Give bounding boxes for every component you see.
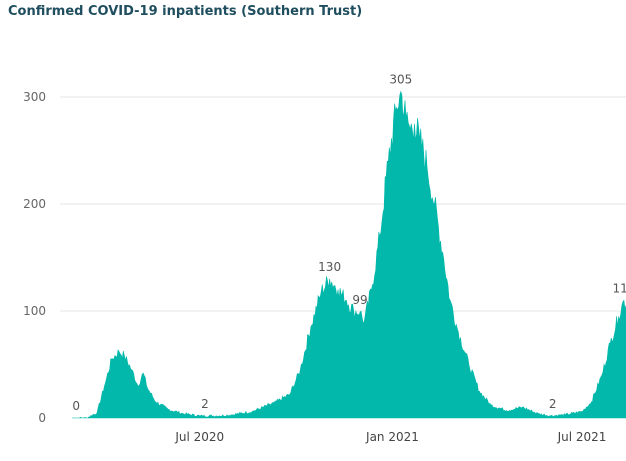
area-series-fill	[72, 90, 626, 419]
data-labels: 0 2 130 99 305 2 110	[72, 73, 626, 413]
data-label: 305	[389, 73, 412, 87]
data-label: 2	[201, 397, 209, 411]
y-tick-label: 100	[23, 304, 46, 318]
area-series	[72, 90, 626, 419]
x-tick-label: Jul 2020	[174, 430, 224, 444]
data-label: 2	[549, 397, 557, 411]
x-tick-label: Jan 2021	[365, 430, 419, 444]
y-tick-label: 0	[38, 411, 46, 425]
x-axis: Jul 2020 Jan 2021 Jul 2021	[174, 430, 606, 444]
y-axis: 0 100 200 300	[23, 90, 46, 425]
y-tick-label: 300	[23, 90, 46, 104]
x-tick-label: Jul 2021	[557, 430, 607, 444]
gridlines	[60, 96, 626, 312]
data-label: 110	[612, 281, 626, 295]
data-label: 0	[72, 399, 80, 413]
y-tick-label: 200	[23, 197, 46, 211]
data-label: 130	[318, 260, 341, 274]
chart-title: Confirmed COVID-19 inpatients (Southern …	[8, 4, 363, 19]
data-label: 99	[352, 293, 367, 307]
